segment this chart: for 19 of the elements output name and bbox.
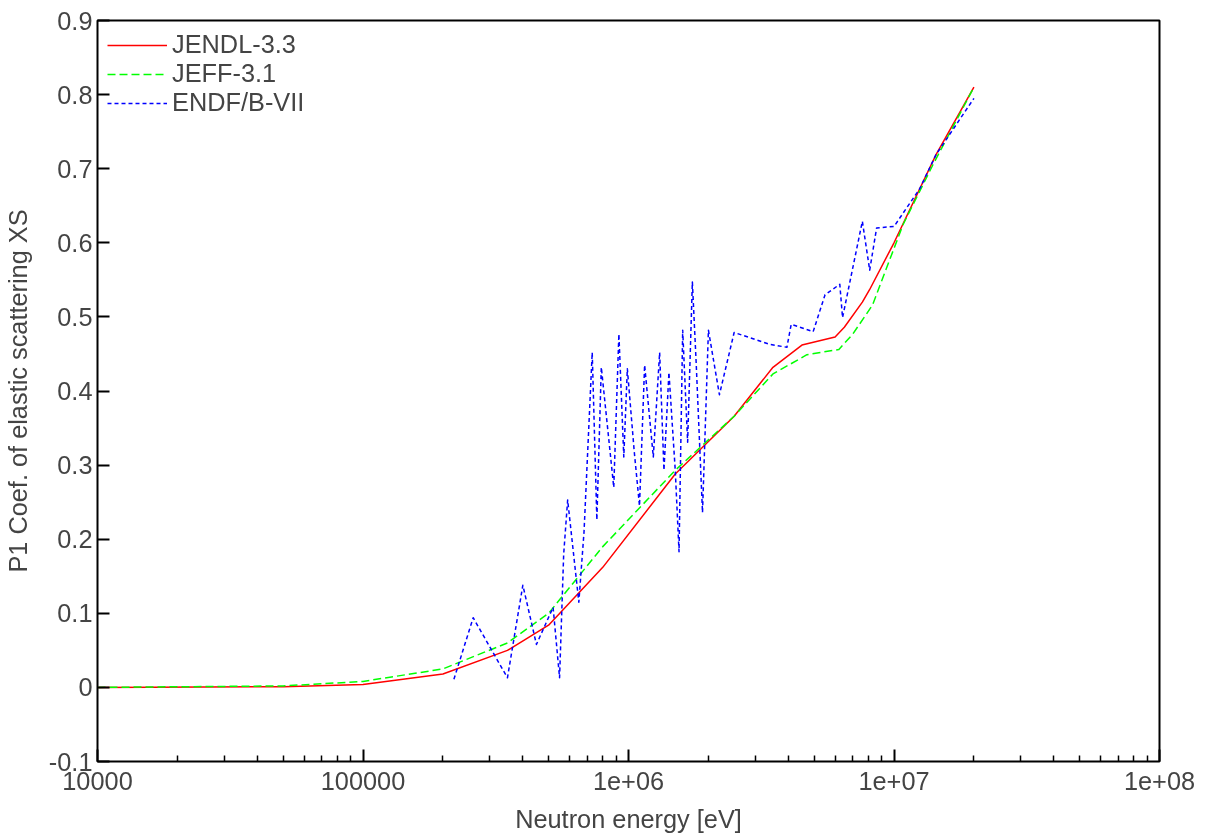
y-tick-label: 0.7 [57, 154, 93, 183]
x-tick-label: 1e+06 [592, 766, 665, 795]
y-tick-label: 0.9 [57, 6, 93, 35]
y-tick-label: 0.5 [57, 302, 93, 331]
x-tick-label: 1e+07 [858, 766, 930, 795]
y-tick-label: 0.6 [57, 228, 93, 257]
y-tick-label: 0.2 [57, 525, 93, 554]
y-tick-label: 0.4 [57, 377, 93, 405]
legend-label: ENDF/B-VII [172, 88, 305, 117]
y-axis-title: P1 Coef. of elastic scattering XS [3, 209, 32, 573]
y-tick-label: 0.1 [57, 599, 93, 628]
legend-label: JENDL-3.3 [172, 30, 296, 59]
x-tick-label: 1e+08 [1123, 766, 1196, 795]
x-tick-label: 100000 [320, 766, 406, 795]
y-tick-label: 0 [78, 673, 93, 702]
x-axis-title: Neutron energy [eV] [515, 804, 742, 833]
y-tick-label: 0.8 [57, 80, 93, 109]
y-tick-label: 0.3 [57, 451, 93, 480]
legend-label: JEFF-3.1 [172, 59, 277, 88]
